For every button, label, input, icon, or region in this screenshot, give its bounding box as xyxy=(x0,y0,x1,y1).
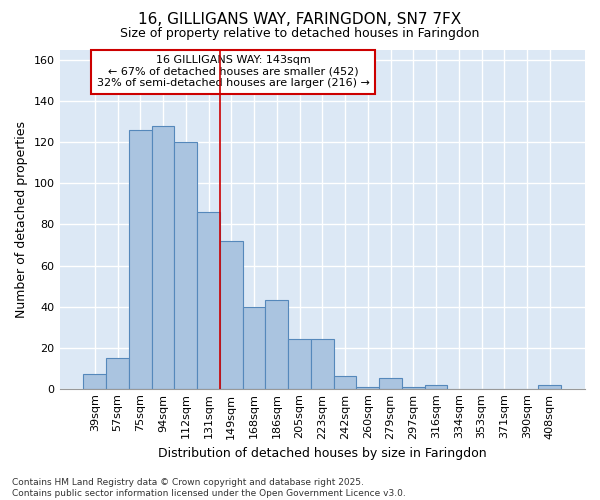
Bar xyxy=(379,378,402,388)
Bar xyxy=(152,126,175,388)
Bar xyxy=(538,384,561,388)
Bar xyxy=(242,306,265,388)
Bar xyxy=(83,374,106,388)
Text: 16 GILLIGANS WAY: 143sqm
← 67% of detached houses are smaller (452)
32% of semi-: 16 GILLIGANS WAY: 143sqm ← 67% of detach… xyxy=(97,55,370,88)
Bar xyxy=(197,212,220,388)
Bar xyxy=(129,130,152,388)
Y-axis label: Number of detached properties: Number of detached properties xyxy=(15,121,28,318)
Bar xyxy=(402,386,425,388)
Bar xyxy=(220,241,242,388)
Bar xyxy=(175,142,197,388)
Text: Size of property relative to detached houses in Faringdon: Size of property relative to detached ho… xyxy=(121,28,479,40)
Bar xyxy=(288,340,311,388)
Bar xyxy=(356,386,379,388)
Bar xyxy=(311,340,334,388)
Text: Contains HM Land Registry data © Crown copyright and database right 2025.
Contai: Contains HM Land Registry data © Crown c… xyxy=(12,478,406,498)
X-axis label: Distribution of detached houses by size in Faringdon: Distribution of detached houses by size … xyxy=(158,447,487,460)
Bar xyxy=(106,358,129,388)
Bar xyxy=(334,376,356,388)
Bar xyxy=(425,384,448,388)
Bar xyxy=(265,300,288,388)
Text: 16, GILLIGANS WAY, FARINGDON, SN7 7FX: 16, GILLIGANS WAY, FARINGDON, SN7 7FX xyxy=(139,12,461,28)
